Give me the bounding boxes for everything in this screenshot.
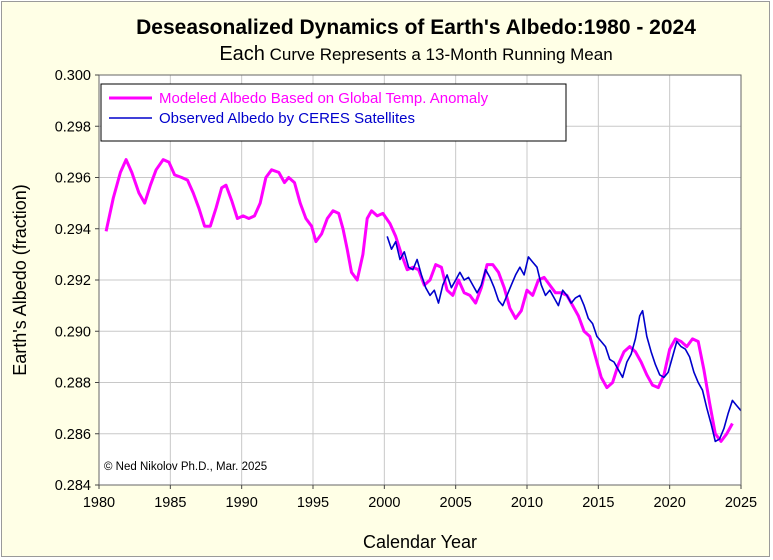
x-tick-label: 2000 xyxy=(368,495,400,511)
y-axis-title: Earth's Albedo (fraction) xyxy=(10,184,30,376)
x-axis-title: Calendar Year xyxy=(363,532,477,552)
x-tick-label: 1995 xyxy=(297,495,329,511)
chart-subtitle-rest: Curve Represents a 13-Month Running Mean xyxy=(265,45,613,64)
chart-subtitle-lead: Each xyxy=(219,43,265,65)
x-tick-label: 1985 xyxy=(154,495,186,511)
y-tick-label: 0.294 xyxy=(55,222,91,238)
y-tick-labels: 0.284 0.286 0.288 0.290 0.292 0.294 0.296 0.298… xyxy=(55,68,91,494)
series-line-modeled-albedo xyxy=(104,158,734,443)
y-tick-label: 0.290 xyxy=(55,324,91,340)
legend: Modeled Albedo Based on Global Temp. Ano… xyxy=(100,83,567,142)
x-tick-label: 1980 xyxy=(83,495,115,511)
y-tick-label: 0.296 xyxy=(55,171,91,187)
y-tick-label: 0.298 xyxy=(55,119,91,135)
chart-title: Deseasonalized Dynamics of Earth's Albed… xyxy=(136,16,696,39)
legend-label-modeled: Modeled Albedo Based on Global Temp. Ano… xyxy=(159,90,489,107)
x-tick-labels: 1980 1985 1990 1995 2000 2005 2010 2015 2020 2025 xyxy=(83,495,757,511)
x-tick-label: 2010 xyxy=(511,495,543,511)
y-tick-label: 0.286 xyxy=(55,427,91,443)
x-tick-label: 1990 xyxy=(226,495,258,511)
x-tick-label: 2025 xyxy=(725,495,757,511)
chart-subtitle: Each Curve Represents a 13-Month Running… xyxy=(219,43,612,65)
copyright-credit: © Ned Nikolov Ph.D., Mar. 2025 xyxy=(104,461,267,473)
y-tick-label: 0.292 xyxy=(55,273,91,289)
x-tick-label: 2015 xyxy=(582,495,614,511)
x-tick-label: 2005 xyxy=(440,495,472,511)
legend-box xyxy=(100,83,567,142)
series-layer xyxy=(104,158,742,443)
legend-label-observed: Observed Albedo by CERES Satellites xyxy=(159,110,415,127)
tick-marks xyxy=(95,74,742,489)
y-tick-label: 0.300 xyxy=(55,68,91,84)
series-line-observed-albedo xyxy=(386,236,742,443)
y-tick-label: 0.288 xyxy=(55,376,91,392)
x-tick-label: 2020 xyxy=(654,495,686,511)
y-tick-label: 0.284 xyxy=(55,478,91,494)
